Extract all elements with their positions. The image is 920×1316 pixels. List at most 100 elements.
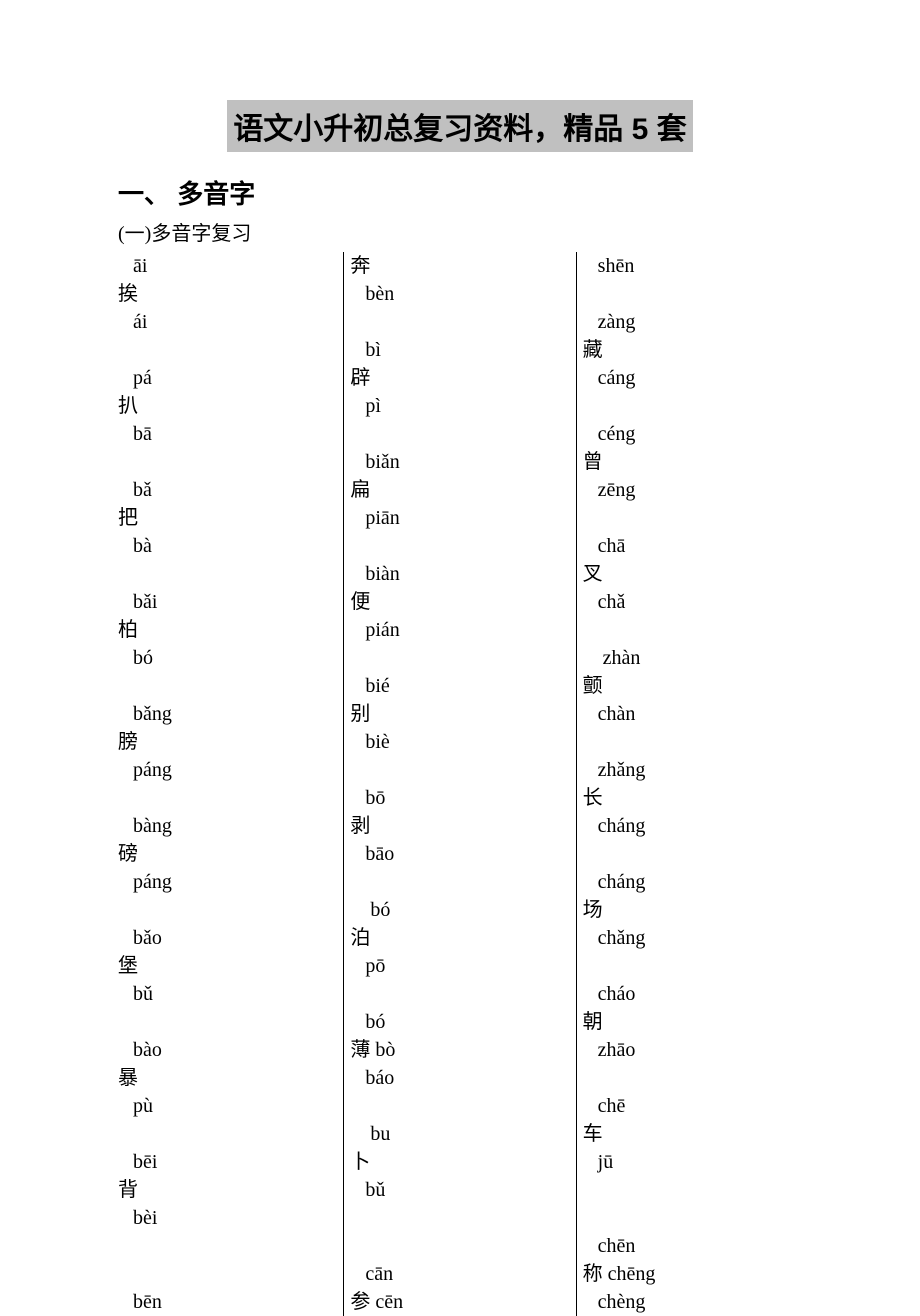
blank-line (118, 336, 337, 364)
hanzi-line: 暴 (118, 1064, 337, 1092)
hanzi-line: 把 (118, 504, 337, 532)
hanzi-line: 磅 (118, 840, 337, 868)
pinyin-line: céng (583, 420, 802, 448)
pinyin-line: bāo (350, 840, 569, 868)
pinyin-line: bàng (118, 812, 337, 840)
pinyin-line: bǎi (118, 588, 337, 616)
pinyin-line: bǎ (118, 476, 337, 504)
pinyin-line: pō (350, 952, 569, 980)
blank-line (583, 1176, 802, 1204)
pinyin-line: chēn (583, 1232, 802, 1260)
pinyin-line: jū (583, 1148, 802, 1176)
blank-line (350, 420, 569, 448)
column-3: shēn zàng藏 cáng céng曾 zēng chā叉 chǎ zhàn… (583, 252, 802, 1316)
hanzi-line: 膀 (118, 728, 337, 756)
pinyin-line: cháng (583, 868, 802, 896)
pinyin-line: bō (350, 784, 569, 812)
blank-line (583, 1064, 802, 1092)
hanzi-line: 扁 (350, 476, 569, 504)
pinyin-line: pì (350, 392, 569, 420)
pinyin-line: zhāo (583, 1036, 802, 1064)
blank-line (350, 1232, 569, 1260)
blank-line (118, 672, 337, 700)
pinyin-line: biè (350, 728, 569, 756)
hanzi-line: 别 (350, 700, 569, 728)
blank-line (118, 784, 337, 812)
blank-line (583, 616, 802, 644)
hanzi-line: 辟 (350, 364, 569, 392)
hanzi-line: 卜 (350, 1148, 569, 1176)
pinyin-line: bēi (118, 1148, 337, 1176)
pinyin-line: bó (118, 644, 337, 672)
hanzi-line: 泊 (350, 924, 569, 952)
pinyin-line: bì (350, 336, 569, 364)
hanzi-line: 长 (583, 784, 802, 812)
hanzi-line: 扒 (118, 392, 337, 420)
hanzi-inline-line: 参 cēn (350, 1288, 569, 1316)
hanzi-line: 曾 (583, 448, 802, 476)
hanzi-line: 挨 (118, 280, 337, 308)
pinyin-line: chē (583, 1092, 802, 1120)
blank-line (118, 1260, 337, 1288)
pinyin-line: bǔ (118, 980, 337, 1008)
pinyin-line: bā (118, 420, 337, 448)
blank-line (583, 392, 802, 420)
hanzi-line: 剥 (350, 812, 569, 840)
blank-line (583, 1204, 802, 1232)
pinyin-line: āi (118, 252, 337, 280)
blank-line (583, 504, 802, 532)
blank-line (350, 1204, 569, 1232)
pinyin-line: biàn (350, 560, 569, 588)
blank-line (350, 756, 569, 784)
blank-line (118, 448, 337, 476)
blank-line (350, 868, 569, 896)
pinyin-line: chā (583, 532, 802, 560)
pinyin-line: cān (350, 1260, 569, 1288)
pinyin-line: pá (118, 364, 337, 392)
hanzi-line: 背 (118, 1176, 337, 1204)
pinyin-line: bēn (118, 1288, 337, 1316)
hanzi-line: 奔 (350, 252, 569, 280)
hanzi-line: 便 (350, 588, 569, 616)
pinyin-line: bǎng (118, 700, 337, 728)
document-page: 语文小升初总复习资料，精品 5 套 一、 多音字 (一)多音字复习 āi挨 ái… (0, 0, 920, 1302)
blank-line (350, 308, 569, 336)
pinyin-line: bǎo (118, 924, 337, 952)
pinyin-line: báo (350, 1064, 569, 1092)
pinyin-line: biǎn (350, 448, 569, 476)
title-wrap: 语文小升初总复习资料，精品 5 套 (118, 100, 802, 152)
pinyin-line: bó (350, 896, 569, 924)
pinyin-line: shēn (583, 252, 802, 280)
pinyin-line: páng (118, 756, 337, 784)
pinyin-line: bǔ (350, 1176, 569, 1204)
pinyin-line: zhàn (583, 644, 802, 672)
blank-line (350, 644, 569, 672)
blank-line (118, 1232, 337, 1260)
hanzi-line: 叉 (583, 560, 802, 588)
blank-line (583, 728, 802, 756)
pinyin-line: bào (118, 1036, 337, 1064)
hanzi-line: 车 (583, 1120, 802, 1148)
blank-line (118, 1120, 337, 1148)
blank-line (350, 980, 569, 1008)
page-title: 语文小升初总复习资料，精品 5 套 (227, 100, 692, 152)
pinyin-line: chèng (583, 1288, 802, 1316)
hanzi-line: 场 (583, 896, 802, 924)
hanzi-inline-line: 称 chēng (583, 1260, 802, 1288)
pinyin-line: páng (118, 868, 337, 896)
column-divider-2 (576, 252, 577, 1316)
subsection-heading: (一)多音字复习 (118, 217, 802, 246)
pinyin-line: cháo (583, 980, 802, 1008)
pinyin-line: cháng (583, 812, 802, 840)
pinyin-line: piān (350, 504, 569, 532)
blank-line (583, 952, 802, 980)
blank-line (350, 532, 569, 560)
hanzi-inline-line: 薄 bò (350, 1036, 569, 1064)
blank-line (118, 1008, 337, 1036)
column-2: 奔 bèn bì辟 pì biǎn扁 piān biàn便 pián bié别 … (350, 252, 569, 1316)
three-column-layout: āi挨 ái pá扒 bā bǎ把 bà bǎi柏 bó bǎng膀 páng … (118, 252, 802, 1316)
pinyin-line: chǎng (583, 924, 802, 952)
pinyin-line: bèi (118, 1204, 337, 1232)
hanzi-line: 藏 (583, 336, 802, 364)
pinyin-line: bó (350, 1008, 569, 1036)
